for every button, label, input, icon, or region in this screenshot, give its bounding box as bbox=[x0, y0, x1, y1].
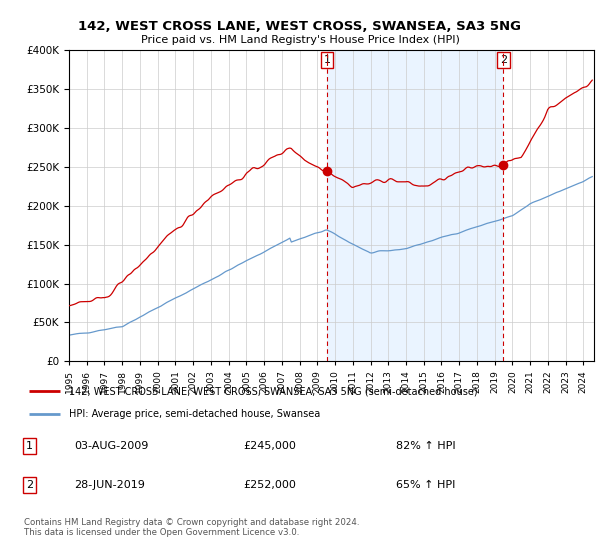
Text: 03-AUG-2009: 03-AUG-2009 bbox=[74, 441, 149, 451]
Text: 82% ↑ HPI: 82% ↑ HPI bbox=[396, 441, 455, 451]
Text: Contains HM Land Registry data © Crown copyright and database right 2024.
This d: Contains HM Land Registry data © Crown c… bbox=[24, 518, 359, 538]
Text: 2: 2 bbox=[500, 55, 507, 65]
Text: 142, WEST CROSS LANE, WEST CROSS, SWANSEA, SA3 5NG (semi-detached house): 142, WEST CROSS LANE, WEST CROSS, SWANSE… bbox=[69, 386, 478, 396]
Text: £245,000: £245,000 bbox=[244, 441, 296, 451]
Text: 142, WEST CROSS LANE, WEST CROSS, SWANSEA, SA3 5NG: 142, WEST CROSS LANE, WEST CROSS, SWANSE… bbox=[79, 20, 521, 32]
Text: 1: 1 bbox=[323, 55, 331, 65]
Text: 65% ↑ HPI: 65% ↑ HPI bbox=[396, 480, 455, 490]
Text: 1: 1 bbox=[26, 441, 33, 451]
Text: £252,000: £252,000 bbox=[244, 480, 296, 490]
Text: HPI: Average price, semi-detached house, Swansea: HPI: Average price, semi-detached house,… bbox=[69, 409, 320, 419]
Text: Price paid vs. HM Land Registry's House Price Index (HPI): Price paid vs. HM Land Registry's House … bbox=[140, 35, 460, 45]
Text: 28-JUN-2019: 28-JUN-2019 bbox=[74, 480, 145, 490]
Bar bbox=[327, 50, 503, 361]
Text: 2: 2 bbox=[26, 480, 33, 490]
